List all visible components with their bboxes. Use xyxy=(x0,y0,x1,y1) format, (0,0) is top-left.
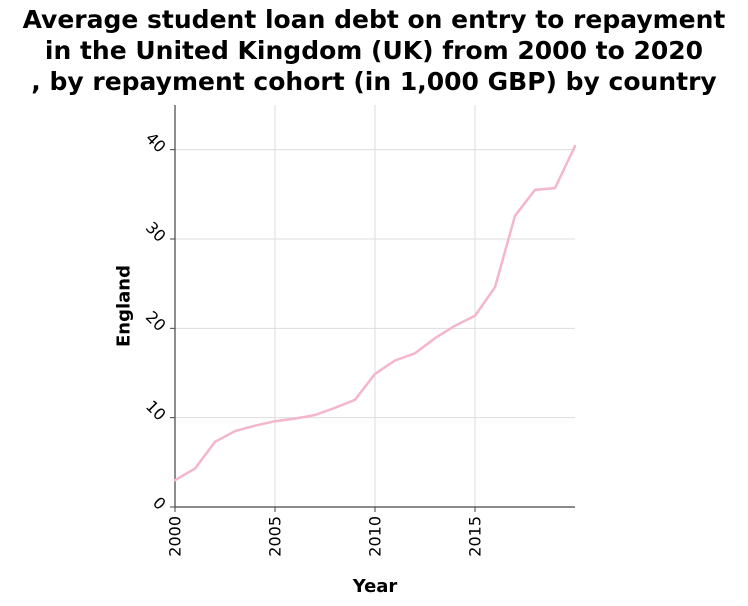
axes xyxy=(170,105,575,512)
y-tick-label-1: 10 xyxy=(142,397,170,425)
x-tick-label-0: 2000 xyxy=(166,516,185,557)
grid-lines xyxy=(175,105,575,507)
y-tick-label-2: 20 xyxy=(142,307,170,335)
data-series xyxy=(173,144,577,482)
chart-title: Average student loan debt on entry to re… xyxy=(0,4,748,97)
y-tick-labels: 0 10 20 30 40 xyxy=(142,129,170,514)
x-tick-label-2: 2010 xyxy=(366,516,385,557)
chart-title-line-2: in the United Kingdom (UK) from 2000 to … xyxy=(44,36,704,65)
x-tick-label-1: 2005 xyxy=(266,516,285,557)
series-line-england xyxy=(173,144,577,482)
y-tick-label-4: 40 xyxy=(142,129,170,157)
chart-title-line-1: Average student loan debt on entry to re… xyxy=(22,5,726,34)
y-axis-label: England xyxy=(114,265,135,347)
y-tick-label-3: 30 xyxy=(142,218,170,246)
chart-title-line-3: , by repayment cohort (in 1,000 GBP) by … xyxy=(31,67,717,96)
x-tick-labels: 2000 2005 2010 2015 xyxy=(166,516,485,557)
y-tick-label-0: 0 xyxy=(149,493,170,514)
x-axis-label: Year xyxy=(352,576,398,597)
x-tick-label-3: 2015 xyxy=(466,516,485,557)
